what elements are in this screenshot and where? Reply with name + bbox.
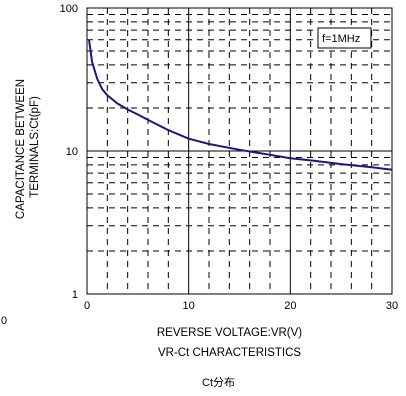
annotation-text: f=1MHz (322, 33, 360, 45)
y-tick-label: 10 (66, 146, 78, 158)
y-tick-label: 1 (72, 289, 78, 301)
series-line (88, 39, 393, 171)
annotation-box: f=1MHz (317, 27, 372, 49)
x-tick-label: 30 (386, 300, 398, 312)
x-tick-label: 10 (183, 300, 195, 312)
x-axis-label: REVERSE VOLTAGE:VR(V) (157, 327, 302, 339)
chart-title: VR-Ct CHARACTERISTICS (158, 347, 301, 359)
x-tick-labels: 0 10 20 30 (84, 300, 398, 312)
x-tick-label: 0 (84, 300, 90, 312)
y-axis-label-line1: CAPACITANCE BETWEEN (15, 79, 27, 219)
chart-caption: Ct分布 (202, 376, 235, 389)
y-tick-label: 100 (60, 3, 78, 15)
y-axis-label-line2: TERMINALS:Ct(pF) (29, 96, 41, 198)
major-grid (87, 8, 392, 294)
plot-frame (86, 7, 393, 295)
stray-left-label: 0 (1, 315, 7, 327)
y-tick-labels: 1 10 100 (60, 3, 78, 301)
x-tick-label: 20 (284, 300, 296, 312)
